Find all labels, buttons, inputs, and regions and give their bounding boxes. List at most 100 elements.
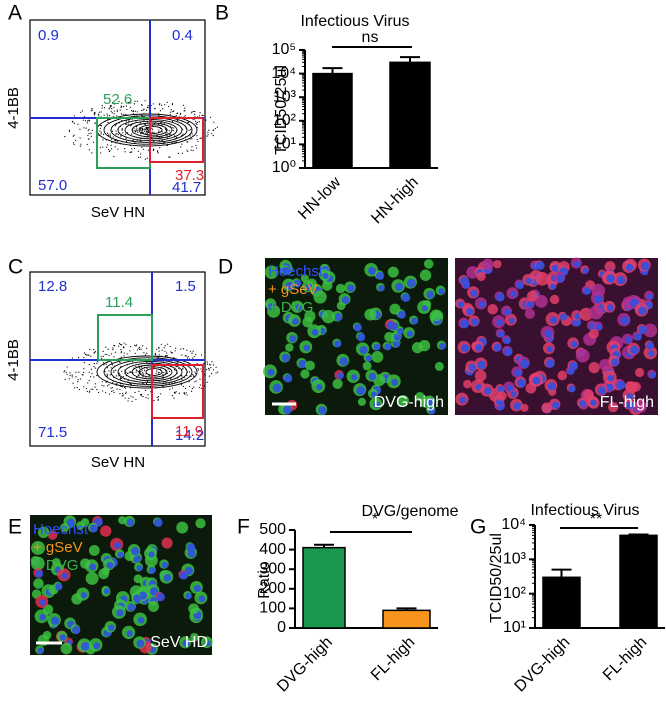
- event-dot: [201, 114, 203, 116]
- nucleus: [625, 336, 632, 344]
- event-dot: [191, 352, 193, 354]
- event-dot: [135, 126, 137, 128]
- event-dot: [80, 378, 82, 380]
- event-dot: [160, 393, 162, 395]
- event-dot: [91, 129, 93, 131]
- event-dot: [101, 357, 103, 360]
- event-dot: [120, 348, 122, 351]
- event-dot: [146, 106, 149, 108]
- event-dot: [140, 348, 142, 350]
- cell: [418, 339, 431, 352]
- cell: [624, 381, 636, 392]
- event-dot: [156, 396, 158, 398]
- event-dot: [81, 110, 84, 112]
- nucleus: [356, 386, 366, 396]
- event-dot: [213, 121, 215, 123]
- event-dot: [147, 397, 149, 399]
- event-dot: [116, 388, 118, 390]
- event-dot: [105, 392, 107, 394]
- event-dot: [64, 378, 66, 381]
- nucleus: [156, 592, 165, 602]
- cell: [634, 400, 647, 413]
- cell: [474, 369, 487, 382]
- quadrant-value: 0.9: [38, 27, 59, 44]
- nucleus: [292, 318, 299, 325]
- event-dot: [159, 103, 161, 105]
- nucleus: [549, 316, 558, 324]
- event-dot: [175, 114, 177, 117]
- event-dot: [132, 113, 134, 115]
- event-dot: [211, 133, 213, 135]
- event-dot: [212, 129, 214, 132]
- event-dot: [154, 353, 157, 356]
- y-tick-label: 10⁴: [271, 65, 296, 82]
- event-dot: [123, 346, 125, 348]
- nucleus: [114, 542, 122, 549]
- event-dot: [129, 350, 131, 352]
- event-dot: [89, 376, 92, 378]
- event-dot: [129, 102, 132, 104]
- bar: [312, 72, 353, 169]
- event-dot: [212, 135, 214, 137]
- event-dot: [93, 114, 96, 116]
- event-dot: [181, 143, 183, 145]
- event-dot: [155, 372, 157, 374]
- event-dot: [129, 345, 132, 348]
- event-dot: [197, 140, 199, 143]
- event-dot: [121, 386, 123, 388]
- event-dot: [125, 120, 127, 122]
- cell: [476, 271, 486, 282]
- event-dot: [181, 378, 183, 380]
- nucleus: [640, 261, 650, 271]
- event-dot: [73, 122, 76, 124]
- event-dot: [188, 121, 190, 123]
- event-dot: [120, 356, 122, 358]
- event-dot: [85, 353, 87, 355]
- panel-label: A: [8, 2, 22, 25]
- y-tick-label: 10⁴: [501, 516, 526, 533]
- bar: [302, 546, 346, 629]
- event-dot: [134, 110, 136, 112]
- event-dot: [110, 387, 112, 389]
- event-dot: [132, 361, 134, 363]
- cell: [52, 558, 61, 567]
- x-tick-label: HN-low: [295, 173, 344, 222]
- event-dot: [176, 136, 178, 139]
- gate-red: [149, 117, 204, 163]
- nucleus: [638, 325, 647, 335]
- event-dot: [138, 347, 140, 349]
- event-dot: [142, 148, 145, 150]
- contour: [138, 124, 168, 136]
- event-dot: [153, 400, 155, 402]
- event-dot: [120, 113, 123, 115]
- event-dot: [106, 374, 109, 376]
- event-dot: [197, 368, 199, 370]
- event-dot: [170, 109, 172, 111]
- nucleus: [546, 346, 554, 353]
- nucleus: [477, 360, 487, 370]
- event-dot: [184, 114, 186, 117]
- event-dot: [182, 367, 184, 369]
- event-dot: [136, 111, 138, 113]
- event-dot: [88, 149, 90, 151]
- event-dot: [211, 361, 213, 363]
- event-dot: [210, 373, 213, 375]
- event-dot: [173, 110, 175, 112]
- cell: [188, 603, 200, 615]
- event-dot: [90, 135, 92, 137]
- nucleus: [510, 390, 517, 397]
- event-dot: [112, 347, 114, 349]
- nucleus: [384, 343, 392, 351]
- event-dot: [167, 368, 169, 370]
- event-dot: [214, 128, 217, 130]
- stain-label: + gSeV: [268, 281, 318, 298]
- nucleus: [649, 371, 656, 379]
- nucleus: [428, 407, 436, 415]
- y-tick-label: 500: [259, 521, 286, 538]
- nucleus: [532, 376, 541, 385]
- event-dot: [158, 114, 160, 116]
- nucleus: [37, 647, 44, 654]
- event-dot: [103, 114, 105, 116]
- event-dot: [144, 389, 147, 392]
- event-dot: [94, 122, 96, 124]
